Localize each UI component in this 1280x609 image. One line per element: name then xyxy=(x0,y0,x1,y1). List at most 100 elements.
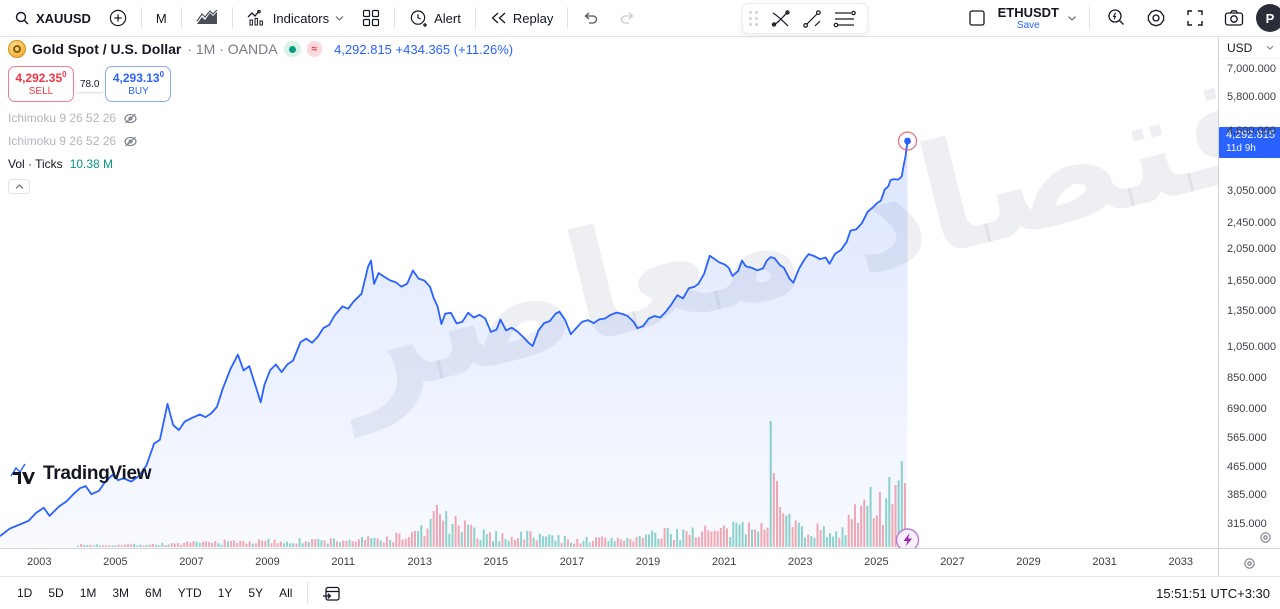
chevron-down-icon[interactable] xyxy=(1067,15,1077,21)
toolbar-divider xyxy=(140,7,142,29)
price-tick: 315.000 xyxy=(1227,518,1267,530)
watchlist-panel-button[interactable] xyxy=(960,5,994,31)
chart-pane[interactable]: اقتصاد معاصر Gold Spot / U.S. Dollar · 1… xyxy=(0,37,1218,548)
alert-button[interactable]: Alert xyxy=(401,5,469,32)
last-point-ring xyxy=(897,131,918,151)
buy-button[interactable]: 4,293.130 BUY xyxy=(105,66,172,102)
undo-button[interactable] xyxy=(574,7,608,29)
indicator-row-ichimoku-1[interactable]: Ichimoku 9 26 52 26 xyxy=(8,111,513,125)
interval-button[interactable]: M xyxy=(148,7,175,30)
range-button-ytd[interactable]: YTD xyxy=(177,586,202,600)
range-button-all[interactable]: All xyxy=(279,586,293,600)
legend-collapse-button[interactable] xyxy=(8,179,30,194)
area-fill xyxy=(0,141,908,547)
top-toolbar: XAUUSD M Indicators xyxy=(0,0,1280,37)
indicator-row-ichimoku-2[interactable]: Ichimoku 9 26 52 26 xyxy=(8,134,513,148)
symbol-title: Gold Spot / U.S. Dollar xyxy=(32,41,182,57)
toolbar-divider xyxy=(567,7,569,29)
indicator-label: Ichimoku 9 26 52 26 xyxy=(8,134,117,148)
drag-handle[interactable] xyxy=(749,10,759,27)
replay-icon xyxy=(491,12,506,24)
volume-label: Vol · Ticks xyxy=(8,157,63,171)
cross-lines-tool-icon[interactable] xyxy=(769,9,791,29)
symbol-search-button[interactable]: XAUUSD xyxy=(6,6,99,30)
indicators-button[interactable]: Indicators xyxy=(239,6,352,30)
clock-utc[interactable]: 15:51:51 UTC+3:30 xyxy=(1156,585,1270,601)
price-tick: 2,450.000 xyxy=(1227,217,1276,230)
tradingview-logo[interactable]: TradingView xyxy=(10,462,152,486)
eye-off-icon[interactable] xyxy=(123,112,138,125)
undo-icon xyxy=(584,12,598,24)
price-tick: 7,000.000 xyxy=(1227,63,1276,76)
redo-button[interactable] xyxy=(610,7,644,29)
quick-search-button[interactable] xyxy=(1098,4,1134,32)
price-axis[interactable]: USD 4,292.815 11d 9h 7,000.000 5,800.000 4… xyxy=(1218,37,1280,548)
range-buttons: 1D 5D 1M 3M 6M YTD 1Y 5Y All xyxy=(10,582,299,604)
screenshot-button[interactable] xyxy=(1216,5,1252,31)
redo-icon xyxy=(621,12,634,24)
year-tick: 2011 xyxy=(331,556,356,568)
price-tick: 850.000 xyxy=(1227,372,1267,385)
price-tick: 4,600.000 xyxy=(1227,124,1276,137)
trade-panel: 4,292.350 SELL 78.0 4,293.130 BUY xyxy=(8,66,513,102)
time-axis[interactable]: 2003 2005 2007 2009 2011 2013 2015 2017 2019 2021… xyxy=(0,548,1280,577)
year-tick: 2033 xyxy=(1168,556,1193,568)
range-button-3m[interactable]: 3M xyxy=(112,586,130,600)
plus-circle-icon xyxy=(109,9,127,27)
price-change: +434.365 (+11.26%) xyxy=(395,41,514,57)
chart-style-button[interactable] xyxy=(188,6,226,30)
price-line xyxy=(0,140,909,537)
time-axis-settings[interactable] xyxy=(1218,549,1280,577)
symbol-search-label: XAUUSD xyxy=(36,10,91,26)
trend-line-tool-icon[interactable] xyxy=(801,9,823,29)
range-button-1m[interactable]: 1M xyxy=(79,586,97,600)
watchlist-symbol[interactable]: ETHUSDT Save xyxy=(998,6,1059,31)
year-tick: 2025 xyxy=(864,556,889,568)
spread-value: 78.0 xyxy=(76,76,104,92)
compare-symbol-button[interactable] xyxy=(101,5,135,31)
range-button-5y[interactable]: 5Y xyxy=(248,586,264,600)
volume-row[interactable]: Vol · Ticks 10.38 M xyxy=(8,157,513,171)
range-button-1d[interactable]: 1D xyxy=(17,586,33,600)
price-axis-header[interactable]: USD xyxy=(1219,37,1280,59)
toolbar-divider xyxy=(394,7,396,29)
price-axis-settings-icon[interactable] xyxy=(1259,531,1272,544)
price-tick: 690.000 xyxy=(1227,403,1267,416)
sell-button[interactable]: 4,292.350 SELL xyxy=(8,66,74,102)
range-button-5d[interactable]: 5D xyxy=(48,586,64,600)
eye-off-icon[interactable] xyxy=(123,135,138,148)
year-tick: 2013 xyxy=(407,556,432,568)
range-button-6m[interactable]: 6M xyxy=(145,586,162,600)
fullscreen-button[interactable] xyxy=(1178,5,1212,31)
buy-price-sup: 0 xyxy=(159,70,165,79)
tradingview-logo-text: TradingView xyxy=(43,463,152,484)
replay-button[interactable]: Replay xyxy=(482,7,561,30)
toolbar-divider xyxy=(307,582,309,604)
avatar-letter: P xyxy=(1265,10,1275,26)
year-tick: 2009 xyxy=(255,556,280,568)
layout-templates-button[interactable] xyxy=(354,5,388,31)
adjust-lines-icon[interactable] xyxy=(833,9,857,29)
year-tick: 2029 xyxy=(1016,556,1041,568)
year-tick: 2019 xyxy=(635,556,661,568)
chevron-down-icon xyxy=(1266,45,1274,50)
last-point-dot xyxy=(904,137,911,145)
last-price-axis-label: 4,292.815 11d 9h xyxy=(1219,127,1280,159)
indicators-icon xyxy=(247,10,263,26)
price-chart[interactable] xyxy=(0,37,1218,548)
main-area: اقتصاد معاصر Gold Spot / U.S. Dollar · 1… xyxy=(0,37,1280,548)
sell-price-sup: 0 xyxy=(62,70,67,79)
symbol-row[interactable]: Gold Spot / U.S. Dollar · 1M · OANDA ≈ 4… xyxy=(8,40,513,58)
year-tick: 2003 xyxy=(27,556,52,568)
year-tick: 2005 xyxy=(103,556,128,568)
price-tick: 1,050.000 xyxy=(1227,341,1276,354)
settings-button[interactable] xyxy=(1138,4,1174,32)
symbol-meta: · 1M · OANDA xyxy=(187,41,278,57)
drawing-mini-toolbar xyxy=(742,3,868,34)
range-button-1y[interactable]: 1Y xyxy=(217,586,233,600)
go-to-date-button[interactable] xyxy=(316,582,347,605)
buy-price: 4,293.13 xyxy=(112,71,160,85)
axis-label-price: 4,292.815 xyxy=(1226,129,1275,142)
user-avatar[interactable]: P xyxy=(1256,4,1280,32)
